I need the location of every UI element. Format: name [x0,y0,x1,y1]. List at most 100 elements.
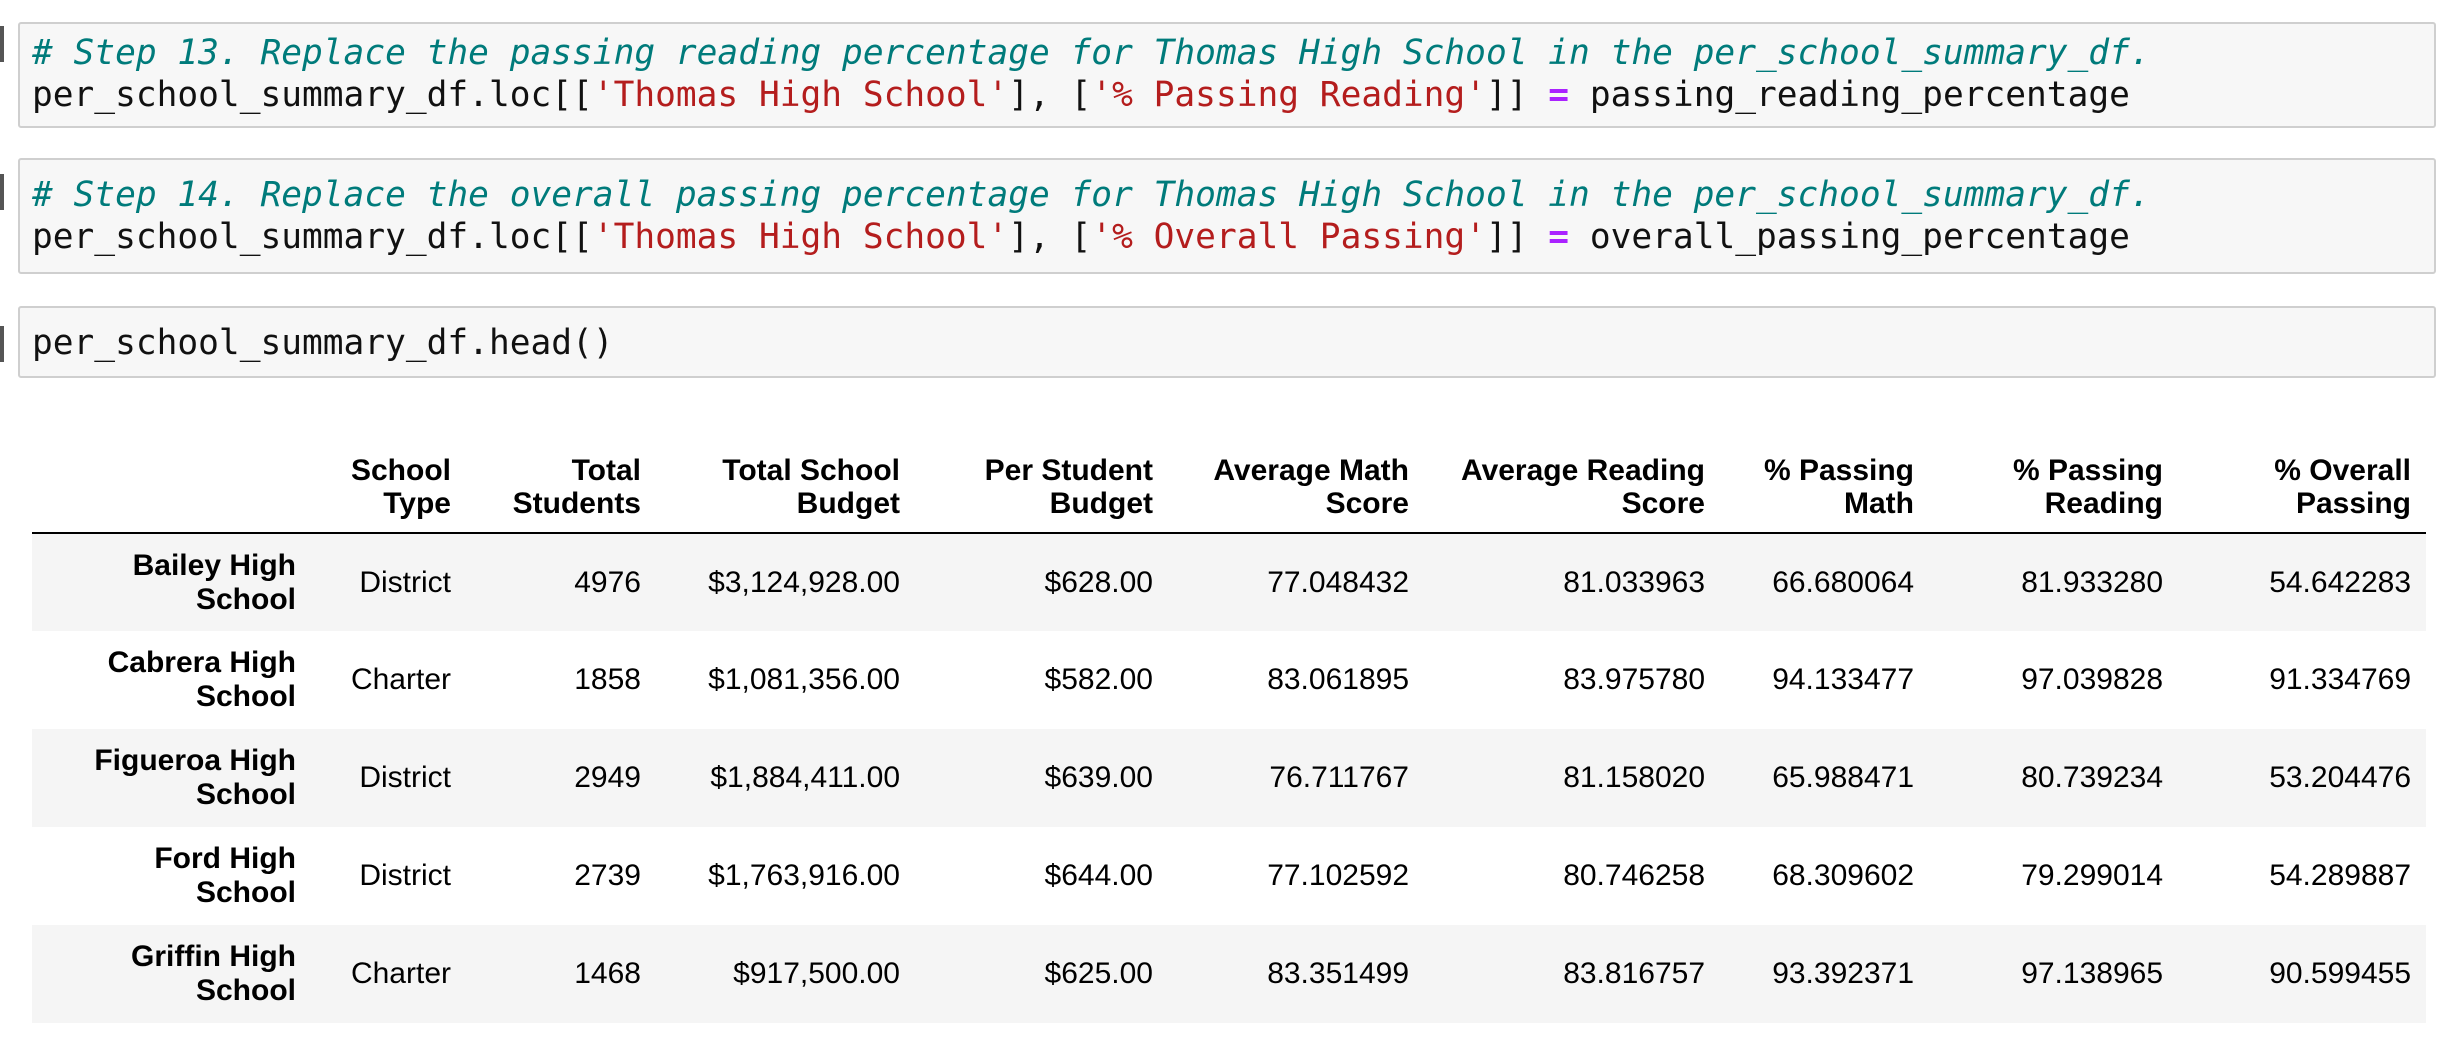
table-cell: Charter [350,957,451,990]
table-body: Bailey High School District 4976 $3,124,928.… [32,533,2426,1023]
table-cell: 91.334769 [2269,663,2411,696]
table-cell: 2739 [574,859,641,892]
code-cell-step-14[interactable]: # Step 14. Replace the overall passing p… [18,158,2436,274]
table-cell: $1,884,411.00 [710,761,900,794]
row-index-label: Bailey High School [32,533,311,631]
cell-marker [0,26,4,62]
dataframe-table: School Type Total Students Total School Budge… [32,432,2426,1023]
table-row: Bailey High School District 4976 $3,124,928.… [32,533,2426,631]
header-label-line: School [350,454,451,487]
code-editor[interactable]: per_school_summary_df.head() [20,308,2434,364]
code-token: ]] [1485,217,1549,257]
school-name-line: School [195,876,296,909]
code-editor[interactable]: # Step 13. Replace the passing reading p… [20,24,2434,116]
school-name-line: School [195,778,296,811]
table-cell: 83.351499 [1267,957,1409,990]
table-cell: 76.711767 [1269,761,1409,794]
table-row: Griffin High School Charter 1468 $917,500.00… [32,925,2426,1023]
table-row: Cabrera High School Charter 1858 $1,081,356.… [32,631,2426,729]
table-cell: 93.392371 [1772,957,1914,990]
table-cell: 80.739234 [2021,761,2163,794]
table-cell: $1,763,916.00 [708,859,900,892]
table-cell: 68.309602 [1772,859,1914,892]
table-cell: District [359,859,451,892]
table-cell: $1,081,356.00 [708,663,900,696]
header-label-line: % Passing [1763,454,1914,487]
code-line: per_school_summary_df.head() [32,323,614,363]
code-line: per_school_summary_df.loc[['Thomas High … [32,74,2434,116]
code-token: ]] [1485,75,1549,115]
header-label-line: Average Math [1213,454,1409,487]
table-cell: $639.00 [1044,761,1153,794]
header-label-line: Score [1325,487,1409,520]
code-line: per_school_summary_df.loc[['Thomas High … [32,216,2434,258]
header-label-line: Score [1621,487,1705,520]
table-cell: $3,124,928.00 [708,565,900,599]
header-label-line: Budget [796,487,900,520]
string-literal: '% Passing Reading' [1091,75,1486,115]
code-token: per_school_summary_df.loc[[ [32,75,593,115]
code-token: per_school_summary_df.loc[[ [32,217,593,257]
code-token: overall_passing_percentage [1569,217,2130,257]
cell-output: School Type Total Students Total School Budge… [32,432,2426,1023]
column-header: % Overall Passing [2178,432,2426,534]
column-header: % Passing Reading [1929,432,2178,534]
code-token: passing_reading_percentage [1569,75,2130,115]
column-header: % Passing Math [1720,432,1929,534]
table-cell: $917,500.00 [733,957,900,990]
table-cell: 1468 [574,957,641,990]
table-cell: 1858 [574,663,641,696]
column-header: Average Reading Score [1424,432,1720,534]
table-cell: 83.061895 [1267,663,1409,696]
code-cell-head[interactable]: per_school_summary_df.head() [18,306,2436,378]
column-header: School Type [311,432,466,534]
code-comment: # Step 13. Replace the passing reading p… [32,33,2151,73]
header-label-line: Passing [2295,487,2411,520]
header-label-line: % Overall [2274,454,2411,487]
table-cell: 97.039828 [2021,663,2163,696]
table-cell: Charter [350,663,451,696]
index-header [32,432,311,534]
table-cell: 81.158020 [1563,761,1705,794]
school-name-line: Figueroa High [94,744,296,777]
table-cell: 54.289887 [2269,859,2411,892]
code-token: ], [ [1008,217,1092,257]
cell-marker [0,326,4,362]
table-cell: $582.00 [1044,663,1153,696]
table-cell: 81.933280 [2021,565,2163,599]
school-name-line: Griffin High [131,940,296,973]
table-cell: $644.00 [1044,859,1153,892]
header-label-line: Total School [722,454,900,487]
table-cell: 77.048432 [1267,565,1409,599]
table-row: Figueroa High School District 2949 $1,884,41… [32,729,2426,827]
column-header: Average Math Score [1168,432,1424,534]
table-cell: District [359,761,451,794]
table-cell: 80.746258 [1563,859,1705,892]
table-cell: 65.988471 [1772,761,1914,794]
string-literal: '% Overall Passing' [1091,217,1486,257]
code-cell-step-13[interactable]: # Step 13. Replace the passing reading p… [18,22,2436,128]
school-name-line: School [195,680,296,713]
header-label-line: Type [383,487,451,520]
code-editor[interactable]: # Step 14. Replace the overall passing p… [20,160,2434,258]
table-cell: 97.138965 [2021,957,2163,990]
school-name-line: Cabrera High [107,646,296,679]
column-header: Per Student Budget [915,432,1168,534]
table-cell: 81.033963 [1563,565,1705,599]
header-label-line: % Passing [2012,454,2163,487]
header-row: School Type Total Students Total School Budge… [32,432,2426,534]
row-index-label: Figueroa High School [32,729,311,827]
header-label-line: Students [512,487,641,520]
assign-operator: = [1548,75,1570,115]
table-cell: 77.102592 [1267,859,1409,892]
cell-marker [0,174,4,210]
row-index-label: Griffin High School [32,925,311,1023]
header-label-line: Budget [1049,487,1153,520]
table-cell: 53.204476 [2269,761,2411,794]
table-row: Ford High School District 2739 $1,763,916.00… [32,827,2426,925]
table-cell: 83.816757 [1563,957,1705,990]
header-label-line: Reading [2044,487,2163,520]
table-cell: $628.00 [1044,565,1153,599]
table-cell: 2949 [574,761,641,794]
header-label-line: Average Reading [1461,454,1705,487]
